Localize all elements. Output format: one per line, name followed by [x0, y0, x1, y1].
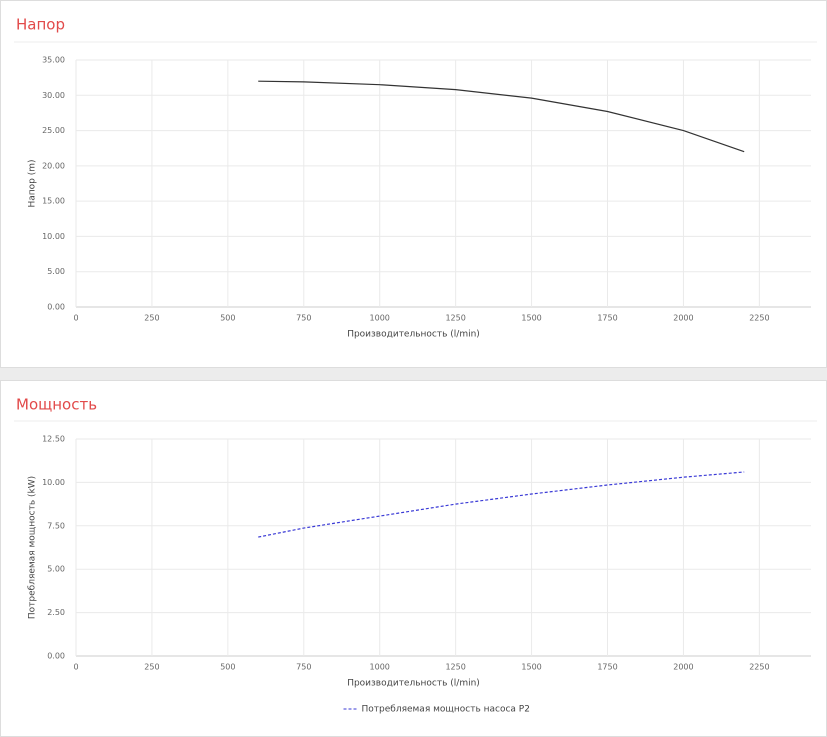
legend-label: Потребляемая мощность насоса P2 [362, 705, 530, 715]
y-tick-label: 0.00 [47, 303, 65, 312]
x-tick-label: 1250 [445, 663, 465, 672]
y-tick-label: 20.00 [42, 161, 65, 170]
y-tick-label: 7.50 [47, 521, 65, 530]
x-tick-label: 500 [220, 314, 235, 323]
y-axis-label: Потребляемая мощность (kW) [28, 476, 38, 619]
y-tick-label: 25.00 [42, 126, 65, 135]
x-tick-label: 250 [144, 314, 159, 323]
x-tick-label: 2000 [673, 663, 693, 672]
x-tick-label: 250 [144, 663, 159, 672]
chart-title: Мощность [16, 396, 97, 414]
x-tick-label: 0 [73, 663, 78, 672]
y-tick-label: 30.00 [42, 91, 65, 100]
x-tick-label: 1000 [370, 663, 390, 672]
x-tick-label: 750 [296, 314, 311, 323]
x-tick-label: 1500 [521, 314, 541, 323]
x-tick-label: 1250 [445, 314, 465, 323]
y-tick-label: 15.00 [42, 197, 65, 206]
x-axis-label: Производительность (l/min) [347, 679, 480, 689]
x-tick-label: 2250 [749, 314, 769, 323]
x-tick-label: 2000 [673, 314, 693, 323]
data-line [258, 471, 745, 538]
y-tick-label: 5.00 [47, 565, 65, 574]
chart-title: Напор [16, 16, 65, 34]
y-tick-label: 10.00 [42, 232, 65, 241]
x-tick-label: 0 [73, 314, 78, 323]
x-tick-label: 1000 [370, 314, 390, 323]
x-axis-label: Производительность (l/min) [347, 330, 480, 340]
x-tick-label: 1500 [521, 663, 541, 672]
panel [0, 0, 827, 368]
x-tick-label: 750 [296, 663, 311, 672]
y-tick-label: 35.00 [42, 56, 65, 65]
x-tick-label: 2250 [749, 663, 769, 672]
x-tick-label: 500 [220, 663, 235, 672]
y-tick-label: 2.50 [47, 608, 65, 617]
x-tick-label: 1750 [597, 314, 617, 323]
data-line [258, 80, 745, 153]
y-tick-label: 10.00 [42, 478, 65, 487]
y-tick-label: 5.00 [47, 267, 65, 276]
panel [0, 380, 827, 737]
y-tick-label: 0.00 [47, 652, 65, 661]
x-tick-label: 1750 [597, 663, 617, 672]
y-tick-label: 12.50 [42, 435, 65, 444]
y-axis-label: Напор (m) [28, 159, 38, 207]
